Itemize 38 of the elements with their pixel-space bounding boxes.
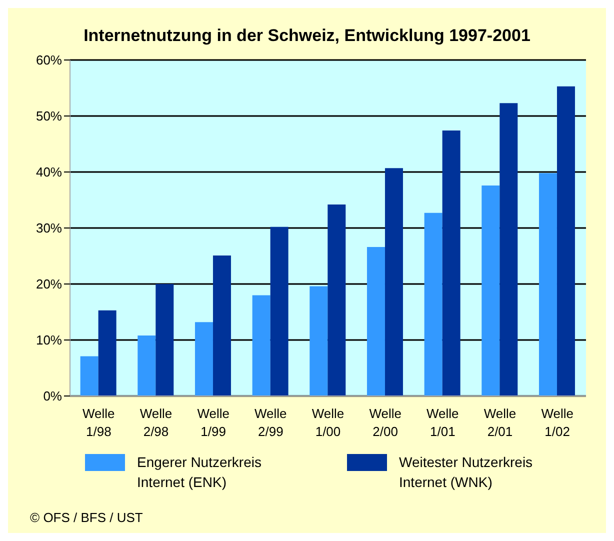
x-tick-label: Welle 2/01 [484, 406, 516, 439]
bar [270, 226, 288, 396]
bar [194, 322, 213, 396]
x-tick-label: Welle 1/01 [426, 406, 459, 439]
y-tick-label: 40% [36, 164, 62, 180]
bar [500, 103, 518, 396]
bar [328, 204, 346, 396]
bar [156, 284, 174, 396]
y-tick-label: 10% [36, 332, 62, 348]
x-tick-label: Welle 1/99 [197, 406, 230, 439]
x-tick-label: Welle 2/99 [254, 406, 287, 439]
bar [538, 173, 557, 396]
bar [212, 255, 231, 396]
y-tick-label: 20% [36, 276, 62, 292]
bar [98, 310, 116, 396]
x-tick-label: Welle 1/98 [82, 406, 115, 439]
chart-title: Internetnutzung in der Schweiz, Entwicklung 1997-2001 [82, 25, 532, 46]
x-tick-label: Welle 2/00 [369, 406, 402, 439]
x-tick-label: Welle 2/98 [140, 406, 172, 439]
bar [252, 295, 270, 396]
y-tick-label: 50% [36, 108, 62, 124]
y-tick-label: 60% [36, 52, 62, 68]
legend-label: Engerer Nutzerkreis Internet (ENK) [137, 453, 262, 492]
bar [80, 356, 98, 396]
bar [384, 168, 403, 396]
bar [424, 212, 442, 396]
y-tick-label: 30% [36, 220, 62, 236]
bar [482, 185, 500, 396]
bar [556, 86, 575, 396]
bar [442, 130, 460, 396]
x-tick-label: Welle 1/00 [312, 406, 344, 439]
x-tick-label: Welle 1/02 [541, 406, 574, 439]
bar [310, 286, 328, 396]
legend-label: Weitester Nutzerkreis Internet (WNK) [399, 453, 534, 492]
bar [138, 336, 156, 396]
y-tick-label: 0% [43, 388, 62, 404]
text: © OFS / BFS / UST [30, 510, 143, 525]
bar [366, 247, 385, 396]
